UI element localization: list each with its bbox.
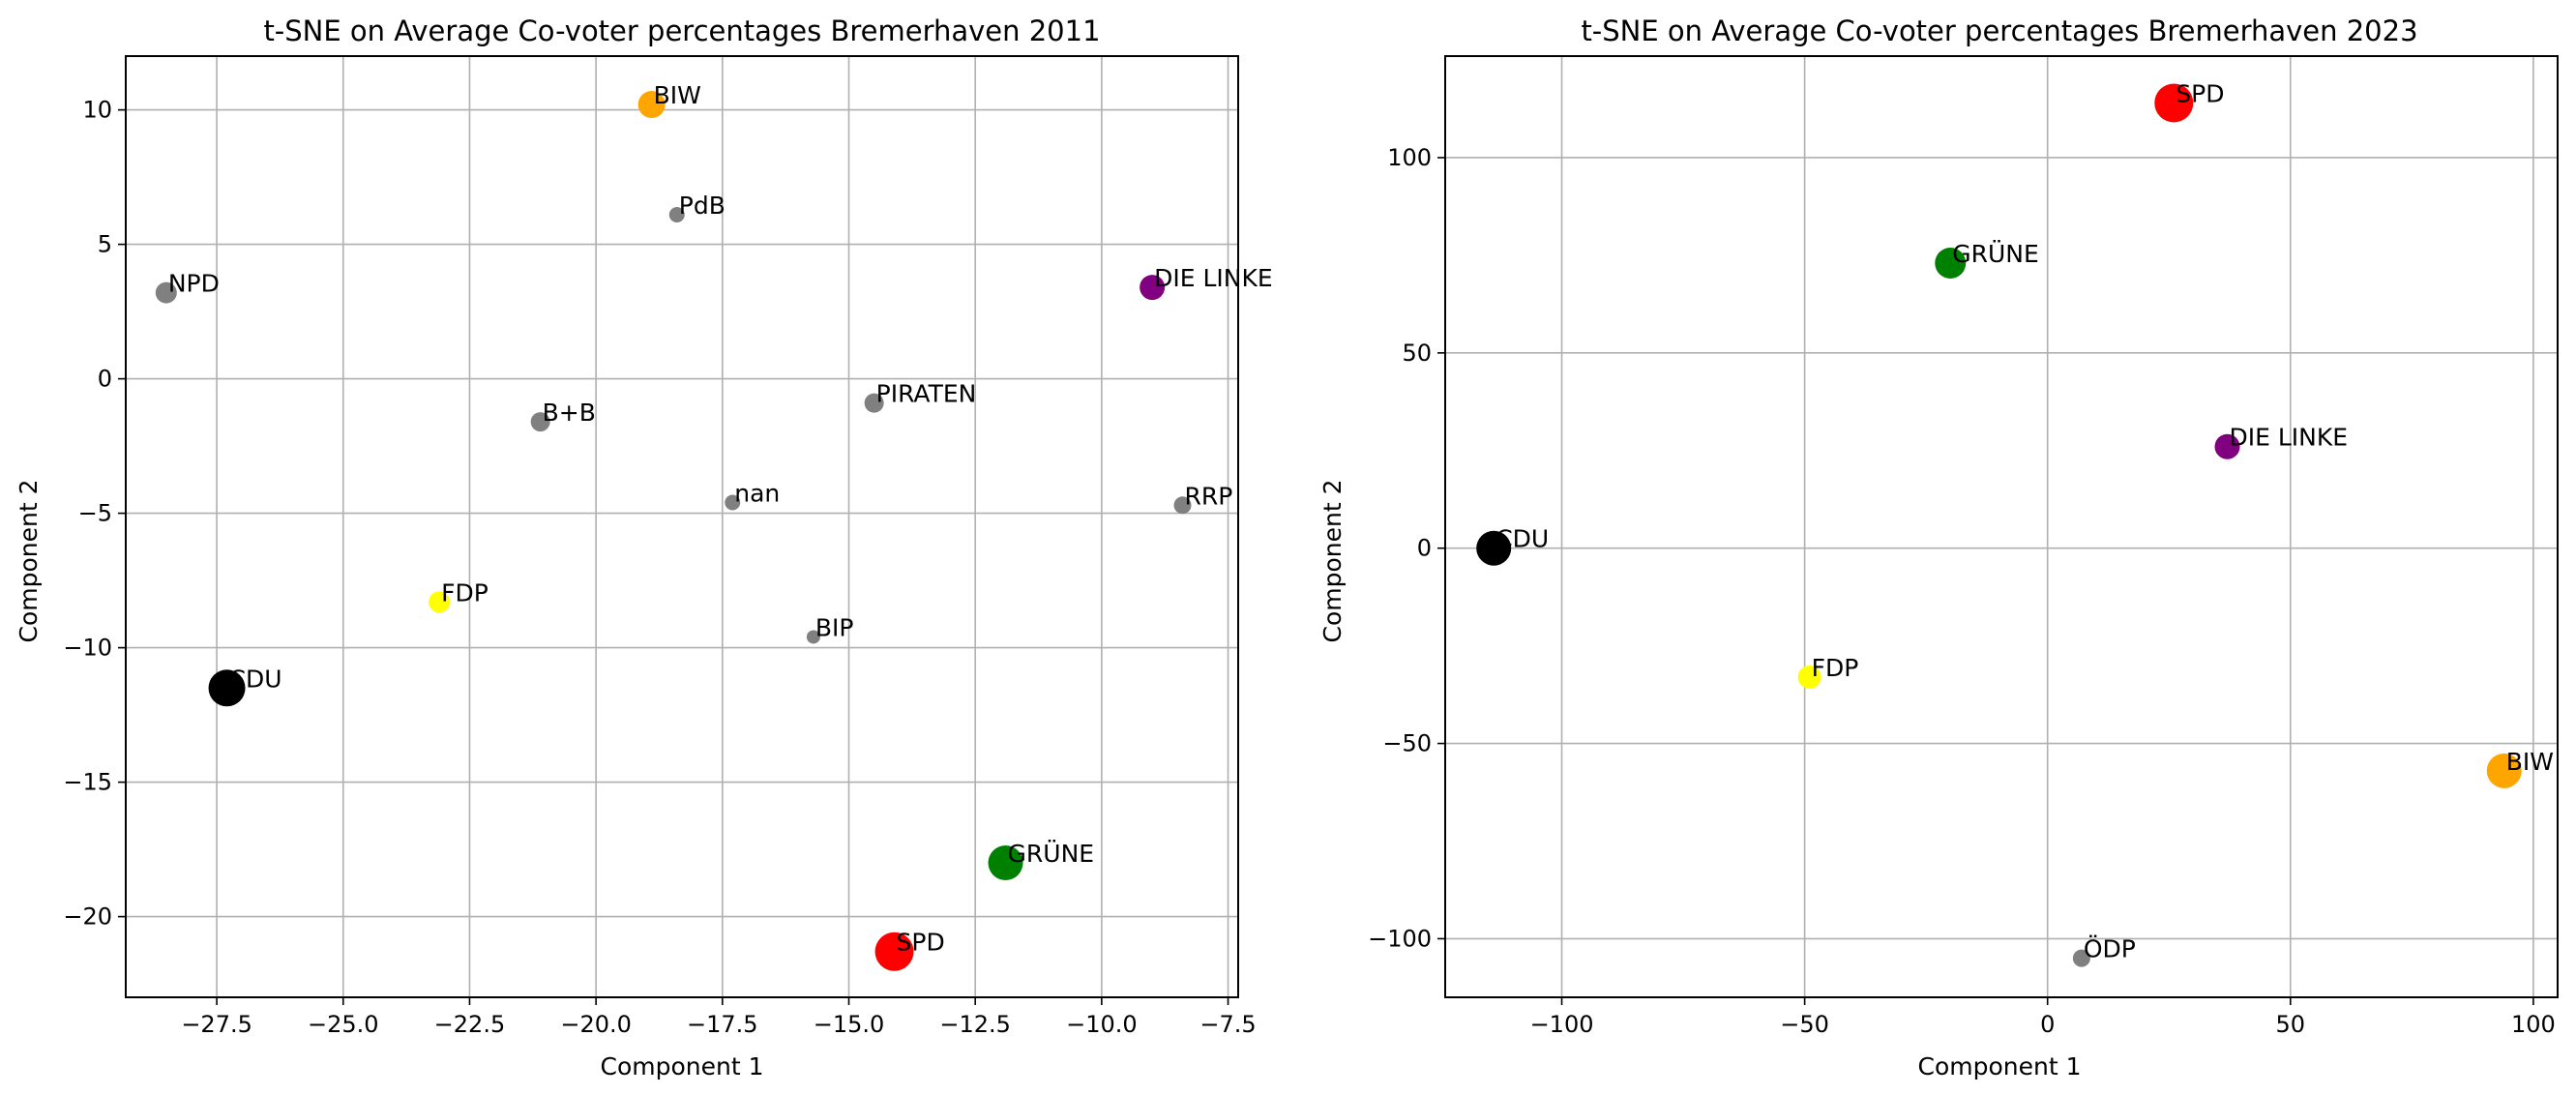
x-tick-label: −50 xyxy=(1780,1011,1829,1038)
point-label: CDU xyxy=(229,665,282,693)
plot-frame xyxy=(1444,55,2559,998)
ticks: −27.5 −25.0 −22.5 −20.0 −17.5 −15.0 −12.5 −10.0… xyxy=(63,97,1256,1038)
point-marker xyxy=(874,932,914,971)
points: SPD GRÜNE DIE LINKE CDU FDP BIW ÖDP xyxy=(1476,79,2554,967)
y-tick-label: 50 xyxy=(1402,340,1432,367)
x-tick-label: 100 xyxy=(2511,1011,2556,1038)
point-label: B+B xyxy=(543,399,596,427)
point-label: NPD xyxy=(168,270,220,298)
point-marker xyxy=(2154,83,2194,123)
point-label: PIRATEN xyxy=(876,380,977,408)
point-label: CDU xyxy=(1495,525,1549,553)
point-label: DIE LINKE xyxy=(1154,264,1273,292)
chart-title: t-SNE on Average Co-voter percentages Br… xyxy=(263,15,1100,47)
point-label: DIE LINKE xyxy=(2230,424,2349,452)
x-tick-label: 50 xyxy=(2276,1011,2306,1038)
x-axis-label: Component 1 xyxy=(1918,1052,2082,1080)
y-axis-label: Component 2 xyxy=(15,480,43,643)
point-label: BIW xyxy=(2506,748,2554,776)
point-marker xyxy=(725,494,741,511)
x-tick-label: −17.5 xyxy=(687,1011,758,1038)
y-tick-label: −20 xyxy=(63,903,112,931)
point-marker xyxy=(2072,949,2090,967)
y-tick-label: 0 xyxy=(1417,535,1432,562)
y-tick-label: −10 xyxy=(63,635,112,662)
ticks: −100 −50 0 50 100 100 50 0 −50 −100 xyxy=(1368,144,2556,1038)
x-tick-label: −100 xyxy=(1530,1011,1594,1038)
x-tick-label: −7.5 xyxy=(1199,1011,1256,1038)
y-tick-label: −15 xyxy=(63,769,112,796)
chart-2023: t-SNE on Average Co-voter percentages Br… xyxy=(1318,15,2559,1080)
point-label: FDP xyxy=(441,578,489,607)
point-marker xyxy=(1173,496,1192,515)
y-tick-label: 5 xyxy=(98,231,112,258)
x-axis-label: Component 1 xyxy=(601,1052,764,1080)
point-label: FDP xyxy=(1812,654,1859,682)
point-marker xyxy=(208,669,246,707)
point-marker xyxy=(429,591,451,613)
point-label: ÖDP xyxy=(2084,935,2136,963)
point-label: BIW xyxy=(654,81,701,109)
point-marker xyxy=(668,207,685,223)
point-marker xyxy=(637,91,666,119)
point-marker xyxy=(1935,247,1967,279)
point-label: SPD xyxy=(2176,79,2224,107)
y-tick-label: 10 xyxy=(82,97,112,124)
point-label: GRÜNE xyxy=(1008,840,1095,868)
point-marker xyxy=(2486,753,2522,788)
x-tick-label: 0 xyxy=(2040,1011,2055,1038)
point-label: GRÜNE xyxy=(1952,240,2039,268)
y-tick-label: −50 xyxy=(1382,730,1432,757)
x-tick-label: −10.0 xyxy=(1066,1011,1138,1038)
points: BIW PdB NPD DIE LINKE PIRATEN B+B nan RRP FDP BIP… xyxy=(155,81,1273,971)
point-marker xyxy=(1140,275,1166,301)
y-tick-label: −100 xyxy=(1368,925,1432,952)
point-label: BIP xyxy=(815,613,854,641)
grid xyxy=(126,56,1238,997)
x-tick-label: −20.0 xyxy=(560,1011,632,1038)
point-marker xyxy=(806,630,820,644)
y-tick-label: 100 xyxy=(1387,144,1432,171)
y-tick-label: 0 xyxy=(98,366,112,393)
point-marker xyxy=(988,845,1023,880)
point-marker xyxy=(2214,433,2240,459)
chart-title: t-SNE on Average Co-voter percentages Br… xyxy=(1581,15,2417,47)
x-tick-label: −22.5 xyxy=(434,1011,506,1038)
point-label: nan xyxy=(734,479,780,507)
x-tick-label: −12.5 xyxy=(939,1011,1011,1038)
y-axis-label: Component 2 xyxy=(1318,480,1347,643)
point-marker xyxy=(530,412,550,432)
grid xyxy=(1445,56,2558,997)
x-tick-label: −27.5 xyxy=(181,1011,252,1038)
y-tick-label: −5 xyxy=(78,500,112,527)
x-tick-label: −15.0 xyxy=(814,1011,885,1038)
chart-2011: t-SNE on Average Co-voter percentages Br… xyxy=(15,15,1273,1080)
point-marker xyxy=(1797,665,1821,689)
point-marker xyxy=(1476,530,1512,566)
point-marker xyxy=(864,393,884,413)
plot-frame xyxy=(125,55,1239,998)
x-tick-label: −25.0 xyxy=(308,1011,379,1038)
point-marker xyxy=(155,281,177,304)
point-label: PdB xyxy=(679,192,725,220)
point-label: SPD xyxy=(897,929,945,957)
point-label: RRP xyxy=(1185,482,1233,510)
